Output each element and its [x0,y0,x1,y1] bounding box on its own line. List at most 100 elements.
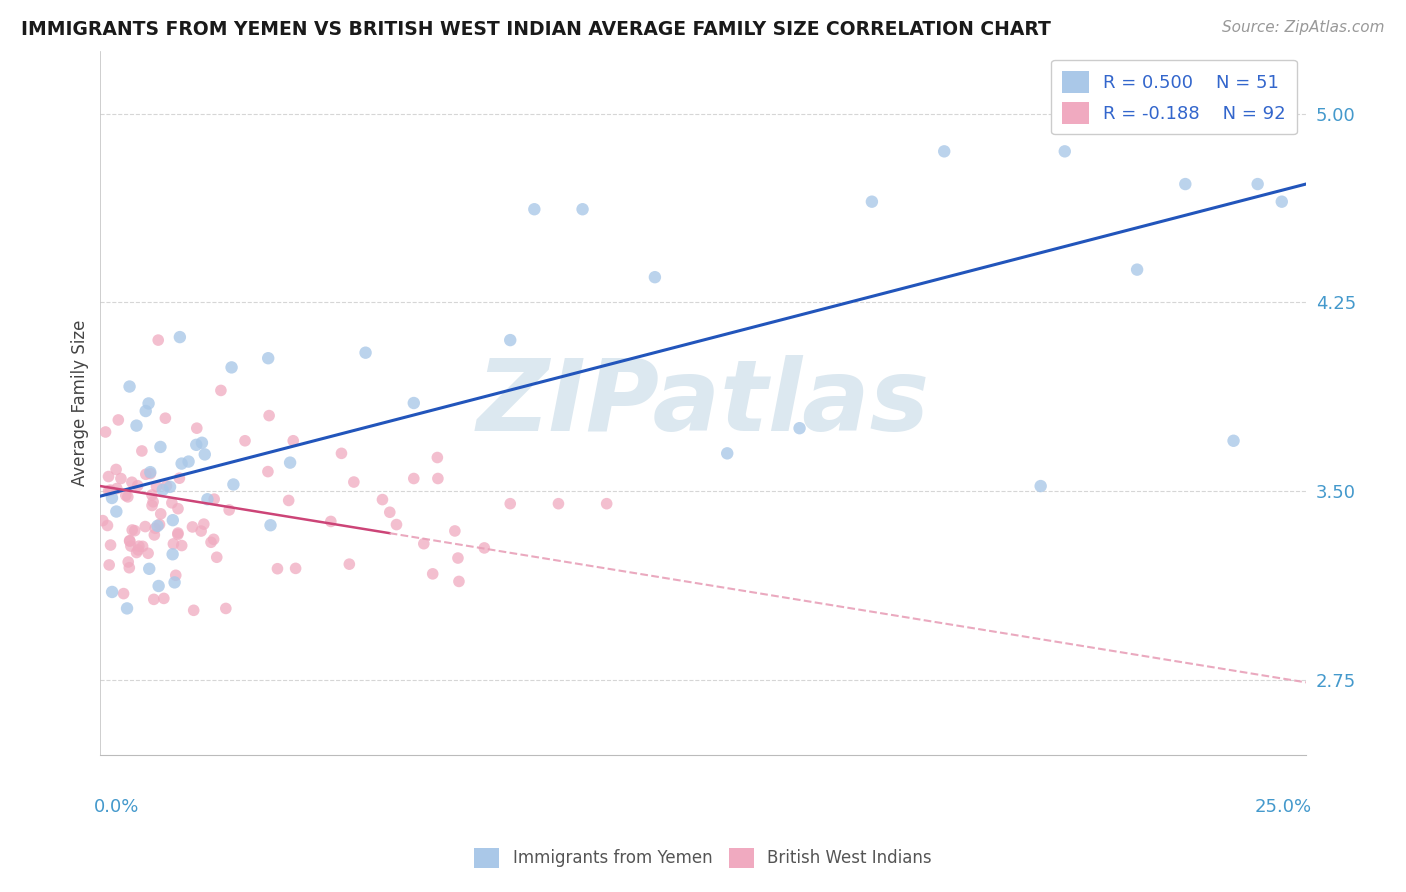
Point [131,444,153,458]
Point [266,562,288,576]
Point [167,501,190,516]
Point [644,270,666,285]
Point [142,592,165,607]
Point [499,497,522,511]
Point [152,483,174,497]
Point [194,447,217,461]
Point [148,333,170,347]
Point [354,345,377,359]
Point [149,440,172,454]
Point [209,384,232,398]
Point [177,454,200,468]
Point [371,492,394,507]
Point [1246,177,1268,191]
Point [148,517,170,532]
Point [105,482,128,496]
Point [191,435,214,450]
Text: Source: ZipAtlas.com: Source: ZipAtlas.com [1222,20,1385,35]
Point [1053,145,1076,159]
Point [218,503,240,517]
Point [444,524,467,538]
Point [422,566,444,581]
Point [221,360,243,375]
Point [233,434,256,448]
Point [337,557,360,571]
Point [127,543,149,558]
Point [94,425,117,439]
Point [215,601,238,615]
Point [571,202,593,217]
Point [91,514,114,528]
Point [789,421,811,435]
Point [148,579,170,593]
Point [114,488,136,502]
Point [142,495,165,509]
Point [499,333,522,347]
Point [860,194,883,209]
Point [139,467,162,481]
Text: 0.0%: 0.0% [94,797,139,815]
Point [343,475,366,489]
Point [125,545,148,559]
Point [112,586,135,600]
Point [121,523,143,537]
Point [96,518,118,533]
Point [447,574,470,589]
Point [127,478,149,492]
Point [118,533,141,548]
Point [186,438,208,452]
Point [547,497,569,511]
Point [426,471,449,485]
Point [165,568,187,582]
Point [319,515,342,529]
Point [105,504,128,518]
Point [257,351,280,366]
Point [202,533,225,547]
Point [284,561,307,575]
Point [330,446,353,460]
Point [166,527,188,541]
Point [155,479,177,493]
Y-axis label: Average Family Size: Average Family Size [72,320,89,486]
Text: IMMIGRANTS FROM YEMEN VS BRITISH WEST INDIAN AVERAGE FAMILY SIZE CORRELATION CHA: IMMIGRANTS FROM YEMEN VS BRITISH WEST IN… [21,20,1050,38]
Point [200,535,222,549]
Point [138,562,160,576]
Text: ZIPatlas: ZIPatlas [477,354,929,451]
Point [167,526,190,541]
Point [117,490,139,504]
Point [277,493,299,508]
Point [170,457,193,471]
Point [124,524,146,538]
Point [716,446,738,460]
Point [447,551,470,566]
Point [222,477,245,491]
Point [181,520,204,534]
Point [159,480,181,494]
Point [162,547,184,561]
Point [186,421,208,435]
Point [155,411,177,425]
Point [100,538,122,552]
Point [202,492,225,507]
Point [145,479,167,493]
Point [1174,177,1197,191]
Point [118,534,141,549]
Point [197,492,219,507]
Point [190,524,212,538]
Legend: Immigrants from Yemen, British West Indians: Immigrants from Yemen, British West Indi… [468,841,938,875]
Point [135,404,157,418]
Point [128,539,150,553]
Point [101,491,124,505]
Point [472,541,495,555]
Point [278,456,301,470]
Point [169,330,191,344]
Point [105,462,128,476]
Point [160,496,183,510]
Point [1271,194,1294,209]
Point [143,528,166,542]
Point [595,497,617,511]
Point [170,539,193,553]
Point [100,483,122,497]
Point [131,539,153,553]
Point [385,517,408,532]
